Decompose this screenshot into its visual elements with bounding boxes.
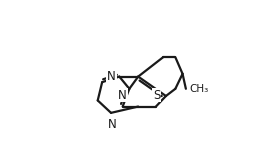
- Text: N: N: [107, 70, 116, 83]
- Text: N: N: [108, 118, 116, 131]
- Text: N: N: [118, 89, 127, 102]
- Text: CH₃: CH₃: [189, 84, 209, 94]
- Text: S: S: [153, 89, 161, 102]
